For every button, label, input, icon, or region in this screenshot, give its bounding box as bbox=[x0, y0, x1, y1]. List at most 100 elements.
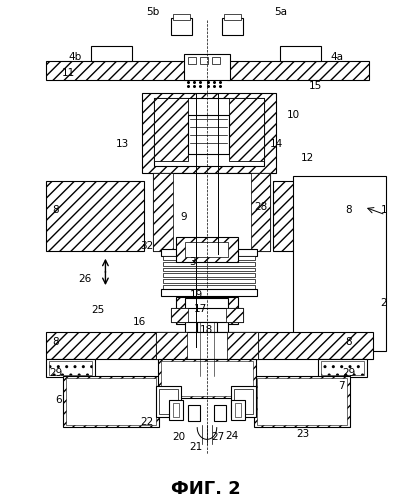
Text: 9: 9 bbox=[180, 212, 187, 222]
Text: 8: 8 bbox=[345, 205, 352, 215]
Bar bbox=[188, 405, 200, 421]
Bar bbox=[188, 115, 229, 154]
Text: 25: 25 bbox=[91, 306, 104, 316]
Bar bbox=[224, 14, 241, 20]
Text: 6: 6 bbox=[55, 396, 62, 406]
Text: 29: 29 bbox=[49, 368, 62, 378]
Text: 10: 10 bbox=[287, 110, 300, 120]
Bar bbox=[163, 256, 255, 260]
Bar bbox=[200, 56, 208, 64]
Bar bbox=[163, 262, 255, 266]
Text: 26: 26 bbox=[78, 274, 91, 284]
Text: 17: 17 bbox=[194, 304, 207, 314]
Text: 28: 28 bbox=[254, 202, 267, 212]
Bar bbox=[214, 405, 225, 421]
Bar bbox=[225, 308, 243, 322]
Bar bbox=[293, 176, 386, 352]
Bar bbox=[183, 54, 230, 80]
Bar bbox=[46, 332, 373, 359]
Text: 23: 23 bbox=[296, 430, 309, 440]
Bar bbox=[161, 361, 253, 396]
Bar bbox=[318, 360, 367, 377]
Text: 3: 3 bbox=[189, 256, 196, 266]
Text: 13: 13 bbox=[115, 140, 129, 149]
Bar bbox=[156, 386, 180, 417]
Bar bbox=[171, 308, 188, 322]
Text: 5a: 5a bbox=[274, 6, 287, 16]
Bar bbox=[212, 56, 220, 64]
Bar bbox=[176, 297, 238, 324]
Bar bbox=[46, 60, 187, 80]
Bar bbox=[234, 388, 253, 414]
Bar bbox=[159, 388, 178, 414]
Bar bbox=[232, 386, 256, 417]
Bar bbox=[169, 400, 183, 420]
Text: 18: 18 bbox=[199, 325, 213, 335]
Bar bbox=[153, 173, 173, 251]
Bar bbox=[153, 173, 270, 251]
Text: 8: 8 bbox=[345, 336, 352, 346]
Bar bbox=[232, 400, 245, 420]
Bar bbox=[188, 56, 196, 64]
Text: 22: 22 bbox=[140, 417, 153, 427]
Bar bbox=[235, 403, 241, 417]
Bar bbox=[163, 285, 255, 289]
Bar bbox=[91, 46, 132, 60]
Text: 32: 32 bbox=[140, 241, 153, 251]
Text: 12: 12 bbox=[301, 153, 314, 163]
Bar bbox=[49, 361, 92, 375]
Text: 21: 21 bbox=[190, 442, 203, 452]
Bar bbox=[163, 279, 255, 283]
Text: 24: 24 bbox=[225, 432, 238, 442]
Bar bbox=[280, 46, 321, 60]
Bar bbox=[254, 376, 349, 426]
Bar bbox=[185, 300, 229, 320]
Bar bbox=[176, 237, 238, 262]
Bar bbox=[154, 98, 264, 166]
Text: 20: 20 bbox=[172, 432, 185, 442]
Bar bbox=[185, 242, 229, 257]
Text: 1: 1 bbox=[380, 205, 387, 215]
Bar bbox=[158, 360, 256, 399]
Text: 7: 7 bbox=[338, 380, 345, 390]
Bar bbox=[321, 361, 364, 375]
Text: 16: 16 bbox=[133, 317, 146, 327]
Bar bbox=[171, 308, 243, 322]
Bar bbox=[222, 18, 243, 35]
Text: ФИГ. 2: ФИГ. 2 bbox=[171, 480, 241, 498]
Bar bbox=[46, 180, 143, 251]
Text: 2: 2 bbox=[380, 298, 387, 308]
Text: 8: 8 bbox=[52, 205, 59, 215]
Bar bbox=[185, 298, 229, 346]
Text: 11: 11 bbox=[62, 68, 75, 78]
Bar bbox=[257, 378, 346, 424]
Bar bbox=[156, 332, 258, 359]
Bar bbox=[251, 173, 270, 251]
Text: 29: 29 bbox=[342, 368, 355, 378]
Bar bbox=[227, 60, 369, 80]
Bar bbox=[154, 98, 188, 161]
Bar bbox=[163, 268, 255, 272]
Bar bbox=[66, 378, 156, 424]
Text: 15: 15 bbox=[309, 81, 322, 91]
Bar bbox=[142, 93, 276, 173]
Bar bbox=[46, 360, 95, 377]
Bar bbox=[171, 18, 192, 35]
Bar bbox=[197, 322, 217, 376]
Bar bbox=[227, 332, 258, 359]
Text: 27: 27 bbox=[211, 432, 225, 442]
Bar bbox=[163, 274, 255, 278]
Text: 4a: 4a bbox=[330, 52, 343, 62]
Text: 8: 8 bbox=[52, 336, 59, 346]
Text: 4b: 4b bbox=[68, 52, 82, 62]
Bar bbox=[161, 249, 257, 256]
Bar bbox=[156, 332, 187, 359]
Bar bbox=[63, 376, 159, 426]
Bar bbox=[173, 403, 179, 417]
Bar bbox=[229, 98, 264, 161]
Text: 14: 14 bbox=[270, 140, 283, 149]
Text: 19: 19 bbox=[190, 290, 203, 300]
Bar bbox=[274, 180, 369, 251]
Text: 5b: 5b bbox=[147, 6, 160, 16]
Bar bbox=[173, 14, 190, 20]
